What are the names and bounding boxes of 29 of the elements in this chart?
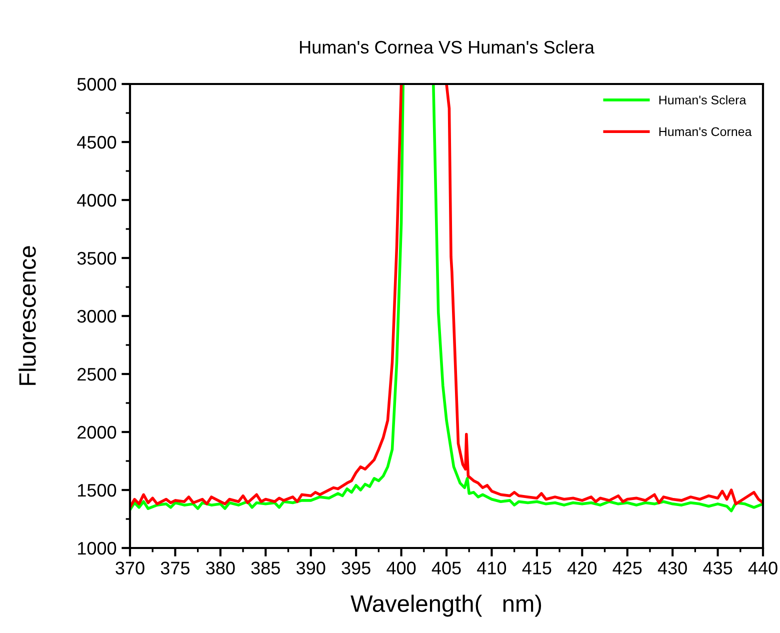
chart-title: Human's Cornea VS Human's Sclera — [300, 40, 594, 54]
y-tick-label: 4000 — [77, 194, 116, 207]
x-tick-label: 390 — [296, 562, 326, 574]
x-tick-label: 440 — [748, 562, 778, 574]
x-tick-label: 380 — [206, 562, 235, 574]
x-tick-label: 395 — [342, 562, 370, 574]
x-tick-label: 420 — [567, 562, 596, 574]
x-tick-label: 375 — [160, 562, 190, 574]
y-tick-label: 5000 — [77, 78, 116, 91]
y-axis-title: Fluorescence — [18, 246, 36, 385]
x-axis-title: Wavelength( nm) — [350, 594, 542, 617]
x-tick-label: 425 — [612, 562, 642, 574]
x-tick-label: 400 — [386, 562, 416, 574]
x-tick-label: 410 — [477, 562, 506, 574]
legend-label: Human's Cornea — [659, 127, 752, 136]
x-tick-label: 415 — [522, 562, 552, 574]
y-tick-label: 2500 — [78, 368, 116, 381]
x-tick-label: 385 — [251, 562, 280, 574]
y-tick-label: 4500 — [77, 136, 116, 149]
x-tick-label: 430 — [658, 562, 687, 574]
x-tick-label: 435 — [703, 562, 732, 574]
y-tick-label: 3000 — [77, 310, 116, 323]
y-tick-label: 1000 — [78, 542, 116, 555]
y-tick-label: 2000 — [78, 426, 116, 439]
y-tick-label: 3500 — [77, 252, 116, 265]
x-tick-label: 370 — [116, 562, 144, 574]
x-tick-label: 405 — [432, 562, 461, 574]
legend-label: Human's Sclera — [659, 95, 746, 104]
y-tick-label: 1500 — [78, 484, 116, 497]
